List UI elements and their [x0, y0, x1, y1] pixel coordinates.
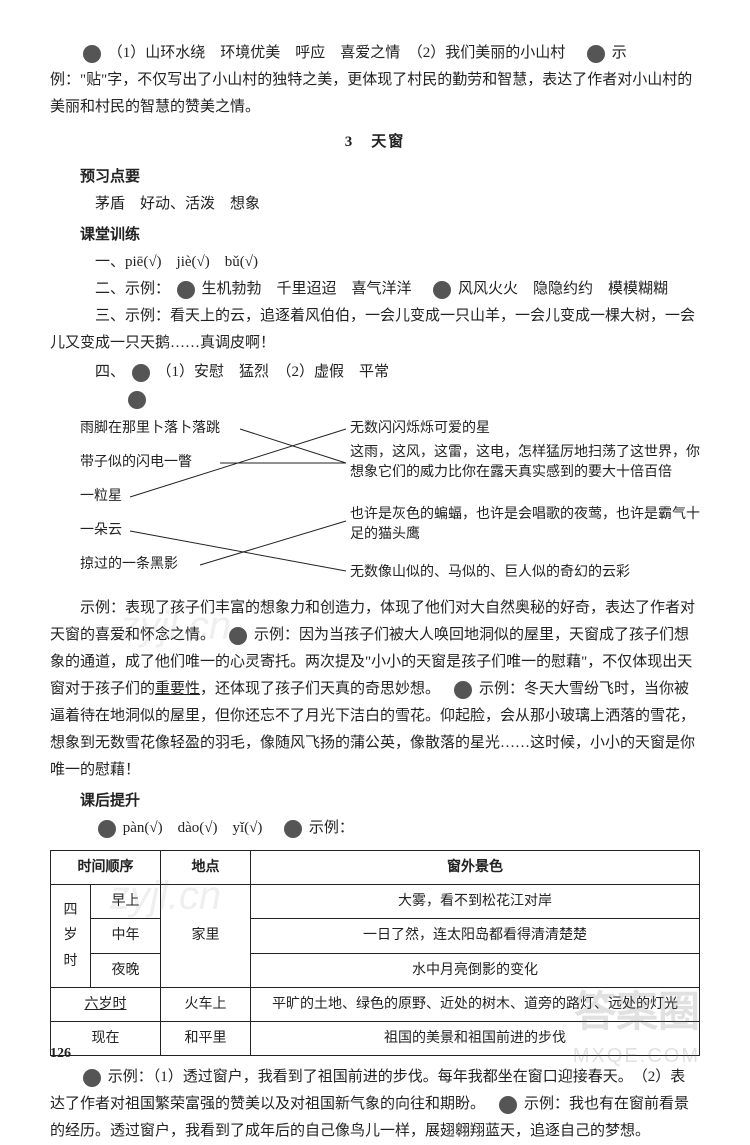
class-line4: 四、 1 （1）安慰 猛烈 （2）虚假 平常: [50, 359, 700, 386]
table-row: 中年 一日了然，连太阳岛都看得清清楚楚: [51, 919, 700, 953]
right-item-1: 这雨，这风，这雷，这电，怎样猛厉地扫荡了这世界，你想象它们的威力比你在露天真实感…: [350, 443, 700, 482]
after-heading: 课后提升: [50, 788, 700, 815]
num-badge-2b: 2: [128, 391, 146, 409]
left-item-2: 一粒星: [80, 487, 122, 507]
right-item-3: 无数像山似的、马似的、巨人似的奇幻的云彩: [350, 563, 700, 583]
class-line3: 三、示例：看天上的云，追逐着风伯伯，一会儿变成一只山羊，一会儿变成一棵大树，一会…: [50, 303, 700, 357]
num-badge-4c: 4: [499, 1096, 517, 1114]
cell: 祖国的美景和祖国前进的步伐: [251, 1021, 700, 1055]
cell: 大雾，看不到松花江对岸: [251, 885, 700, 919]
cell: 火车上: [161, 987, 251, 1021]
preview-line: 茅盾 好动、活泼 想象: [50, 191, 700, 218]
cell-text: 六岁时: [85, 997, 127, 1012]
th-scene: 窗外景色: [251, 851, 700, 885]
left-item-3: 一朵云: [80, 521, 122, 541]
text: 生机勃勃 千里迢迢 喜气洋洋: [202, 281, 427, 297]
diagram-note: 示例：表现了孩子们丰富的想象力和创造力，体现了他们对大自然奥秘的好奇，表达了作者…: [50, 595, 700, 784]
text: 风风火火 隐隐约约 模模糊糊: [458, 281, 668, 297]
num-badge-1b: 1: [132, 364, 150, 382]
underline-text: 重要性: [155, 681, 200, 697]
preview-heading: 预习点要: [50, 164, 700, 191]
left-item-0: 雨脚在那里卜落卜落跳: [80, 419, 220, 439]
cell-group1: 四岁时: [51, 885, 91, 988]
text: ，还体现了孩子们天真的奇思妙想。: [200, 681, 448, 697]
cell: 早上: [91, 885, 161, 919]
table-row: 四岁时 早上 家里 大雾，看不到松花江对岸: [51, 885, 700, 919]
th-time: 时间顺序: [51, 851, 161, 885]
left-item-1: 带子似的闪电一瞥: [80, 453, 192, 473]
top-paragraph: 4 （1）山环水绕 环境优美 呼应 喜爱之情 （2）我们美丽的小山村 5 示例：…: [50, 40, 700, 121]
cell: 六岁时: [51, 987, 161, 1021]
text: 示例：: [309, 820, 354, 836]
num-badge-3: 3: [229, 627, 247, 645]
num-badge-3b: 3: [83, 1069, 101, 1087]
cell: 中年: [91, 919, 161, 953]
cell: 家里: [161, 885, 251, 988]
th-place: 地点: [161, 851, 251, 885]
num-badge-2c: 2: [284, 820, 302, 838]
right-item-0: 无数闪闪烁烁可爱的星: [350, 419, 690, 439]
num-badge-5: 5: [587, 45, 605, 63]
scenery-table: 时间顺序 地点 窗外景色 四岁时 早上 家里 大雾，看不到松花江对岸 中年 一日…: [50, 850, 700, 1056]
num-badge-1: 1: [177, 281, 195, 299]
text: （1）安慰 猛烈 （2）虚假 平常: [157, 364, 390, 380]
cell: 水中月亮倒影的变化: [251, 953, 700, 987]
class-heading: 课堂训练: [50, 222, 700, 249]
num-badge-2: 2: [433, 281, 451, 299]
num-badge-4b: 4: [454, 681, 472, 699]
table-row: 夜晚 水中月亮倒影的变化: [51, 953, 700, 987]
left-item-4: 掠过的一条黑影: [80, 555, 178, 575]
after-line1: 1 pàn(√) dào(√) yǐ(√) 2 示例：: [50, 815, 700, 842]
class-line2: 二、示例： 1 生机勃勃 千里迢迢 喜气洋洋 2 风风火火 隐隐约约 模模糊糊: [50, 276, 700, 303]
right-item-2: 也许是灰色的蝙蝠，也许是会唱歌的夜莺，也许是霸气十足的猫头鹰: [350, 505, 700, 544]
num-badge-1c: 1: [98, 820, 116, 838]
matching-diagram: 雨脚在那里卜落卜落跳 带子似的闪电一瞥 一粒星 一朵云 掠过的一条黑影 无数闪闪…: [50, 419, 700, 589]
cell: 平旷的土地、绿色的原野、近处的树木、道旁的路灯、远处的灯光: [251, 987, 700, 1021]
table-row: 现在 和平里 祖国的美景和祖国前进的步伐: [51, 1021, 700, 1055]
text: 二、示例：: [95, 281, 170, 297]
section-title: 3 天窗: [50, 129, 700, 156]
text: 四、: [95, 364, 125, 380]
table-row: 六岁时 火车上 平旷的土地、绿色的原野、近处的树木、道旁的路灯、远处的灯光: [51, 987, 700, 1021]
cell: 和平里: [161, 1021, 251, 1055]
class-line1: 一、piē(√) jiè(√) bǔ(√): [50, 249, 700, 276]
cell: 一日了然，连太阳岛都看得清清楚楚: [251, 919, 700, 953]
class-line4b: 2: [50, 386, 700, 413]
text: pàn(√) dào(√) yǐ(√): [123, 820, 278, 836]
page-number: 126: [50, 1041, 71, 1066]
cell: 夜晚: [91, 953, 161, 987]
bottom-paragraph: 3 示例：（1）透过窗户，我看到了祖国前进的步伐。每年我都坐在窗口迎接春天。 （…: [50, 1064, 700, 1145]
table-header-row: 时间顺序 地点 窗外景色: [51, 851, 700, 885]
num-badge-4: 4: [83, 45, 101, 63]
text: （1）山环水绕 环境优美 呼应 喜爱之情 （2）我们美丽的小山村: [108, 45, 581, 61]
